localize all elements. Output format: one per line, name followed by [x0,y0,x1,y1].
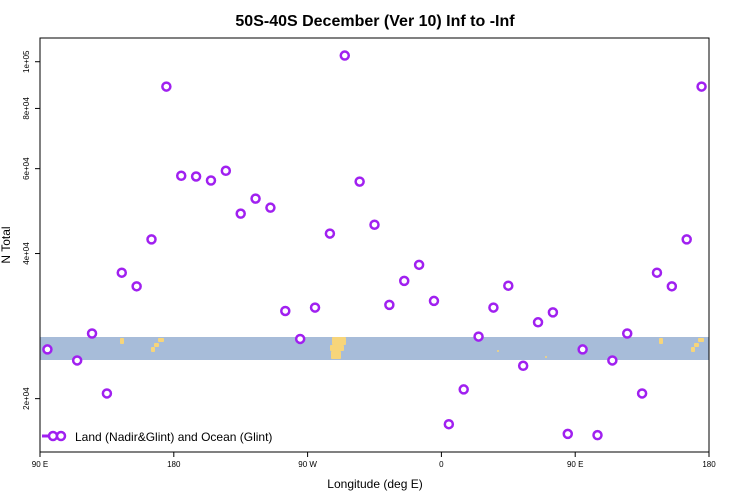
data-point [398,275,410,287]
map-band [40,337,709,360]
legend-label: Land (Nadir&Glint) and Ocean (Glint) [75,430,272,444]
land-patch [120,338,124,344]
land-patch [497,350,499,352]
x-tick-label: 180 [167,460,181,469]
data-point [384,299,395,311]
plot-frame [39,37,710,453]
y-tick-label: 4e+04 [22,242,31,265]
data-point [458,384,469,395]
data-point [666,281,678,292]
data-point [592,429,603,441]
land-patch [332,337,346,345]
data-point [339,50,351,61]
land-patch [545,356,547,358]
land-patch [698,338,704,342]
ocean-band [40,337,709,360]
chart-title: 50S-40S December (Ver 10) Inf to -Inf [235,13,515,30]
data-point [250,193,261,204]
data-point [71,355,83,366]
y-tick-label: 8e+04 [22,97,31,120]
data-point [146,234,157,245]
data-point [488,302,499,313]
land-patch [330,345,344,351]
data-point [86,328,98,339]
data-point [294,333,306,345]
x-axis-label: Longitude (deg E) [327,477,422,491]
data-point [532,317,544,328]
y-tick-label: 1e+05 [22,50,31,73]
data-point [175,170,187,182]
data-point [280,305,291,317]
x-tick-label: 180 [702,460,716,469]
data-point [443,418,455,430]
x-tick-label: 90 E [567,460,583,469]
data-point [636,388,648,399]
data-point [651,267,663,278]
y-axis: 2e+04 4e+04 6e+04 8e+04 1e+05 [22,50,40,410]
data-point [205,175,217,186]
data-point [413,259,425,271]
data-point [428,295,440,307]
land-patch [691,347,695,352]
data-point [161,81,172,92]
data-point [190,171,202,182]
data-point [577,344,588,355]
data-point [607,355,618,366]
data-point [324,228,336,239]
land-patch [158,338,164,342]
land-patch [154,343,159,347]
data-point [309,302,321,313]
y-axis-label: N Total [0,226,13,263]
legend-marker [55,430,67,442]
data-point [562,428,574,440]
data-point [517,360,529,372]
data-point [681,234,692,245]
data-point [265,202,276,213]
data-point [131,281,142,292]
land-patch [331,351,341,359]
x-tick-label: 0 [439,460,444,469]
land-patch [694,343,699,347]
data-point [503,280,514,291]
land-patch [659,338,663,344]
legend: Land (Nadir&Glint) and Ocean (Glint) [42,430,272,444]
x-tick-label: 90 E [32,460,48,469]
data-point [547,307,559,318]
data-point [621,328,633,339]
data-point [369,219,380,230]
x-tick-label: 90 W [298,460,317,469]
data-point [473,331,484,342]
data-points [42,50,707,441]
land-patch [151,347,155,352]
data-point [116,267,128,278]
data-point [354,176,365,187]
data-point [235,208,246,219]
y-tick-label: 2e+04 [22,387,31,410]
data-point [42,344,53,355]
y-tick-label: 6e+04 [22,157,31,180]
data-point [696,81,707,92]
data-point [220,165,232,177]
data-point [101,388,113,399]
x-axis: 90 E 180 90 W 0 90 E 180 [32,452,716,469]
